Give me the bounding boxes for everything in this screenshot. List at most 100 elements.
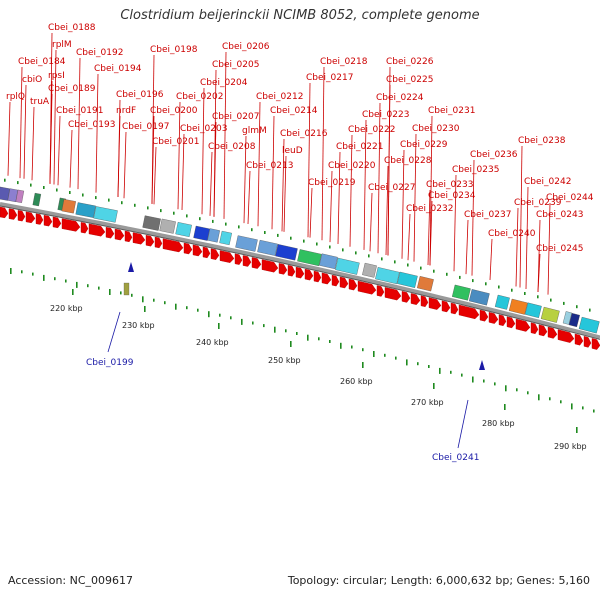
feature-dot [43, 186, 45, 189]
cds-arrow [234, 253, 243, 265]
cds-arrow [348, 278, 358, 291]
inner-tick [10, 268, 12, 274]
kbp-label: 280 kbp [482, 419, 515, 428]
label-connector [153, 146, 157, 205]
cds-arrow [591, 338, 600, 350]
feature-dot [264, 231, 266, 234]
label-connector [77, 57, 81, 190]
inner-tick [362, 348, 364, 352]
genome-title: Clostridium beijerinckii NCIMB 8052, com… [120, 8, 480, 23]
inner-tick [65, 279, 67, 283]
gene-label: Cbei_0191 [56, 106, 103, 116]
label-connector [525, 186, 529, 290]
feature-dot [407, 263, 409, 267]
gene-label: rpsI [48, 71, 65, 81]
cds-arrow [251, 257, 262, 269]
label-connector [329, 170, 333, 243]
cds-arrow [339, 276, 349, 289]
inner-tick [582, 406, 584, 410]
cds-arrow [458, 304, 480, 320]
cds-arrow [8, 208, 18, 220]
feature-dot [511, 288, 513, 292]
inner-tick [241, 318, 243, 325]
gene-label: Cbei_0214 [270, 106, 318, 116]
feature-box [159, 218, 176, 234]
feature-dot [498, 285, 500, 289]
cds-arrow [488, 312, 499, 324]
gene-label: Cbei_0198 [150, 45, 198, 55]
feature-box [578, 316, 600, 334]
gene-label: Cbei_0217 [306, 73, 353, 83]
feature-dot [134, 203, 136, 207]
kbp-label: 250 kbp [268, 356, 301, 365]
feature-dot [459, 275, 461, 279]
label-connector [49, 93, 53, 184]
gene-label: Cbei_0221 [336, 142, 383, 152]
inner-tick [527, 391, 529, 395]
inner-tick [142, 296, 144, 303]
topology-text: Topology: circular; Length: 6,000,632 bp… [287, 574, 590, 587]
inner-tick [373, 351, 375, 357]
feature-dot [329, 245, 331, 249]
label-connector [465, 219, 469, 275]
gene-label: Cbei_0218 [320, 57, 368, 67]
kbp-label: 240 kbp [196, 338, 229, 347]
label-connector [363, 119, 367, 250]
label-connector [337, 151, 341, 245]
feature-dot [199, 217, 201, 221]
feature-box [375, 267, 400, 285]
inner-tick [296, 332, 298, 335]
cds-arrow [506, 316, 516, 329]
inner-tick [21, 270, 23, 274]
highlight-connector [457, 399, 469, 449]
gene-label: Cbei_0235 [452, 165, 499, 175]
inner-tick [428, 365, 430, 368]
feature-box [235, 235, 258, 252]
label-connector [407, 213, 411, 261]
label-connector [31, 106, 35, 181]
gene-label: Cbei_0196 [116, 90, 164, 100]
label-connector [243, 135, 247, 224]
cds-arrow [384, 287, 402, 301]
cds-arrow [331, 274, 340, 287]
label-connector [515, 207, 519, 287]
inner-tick [263, 324, 265, 328]
feature-dot [277, 233, 279, 237]
gene-label: Cbei_0202 [176, 92, 223, 102]
gene-label: Cbei_0222 [348, 125, 395, 135]
cds-arrow [401, 291, 411, 303]
feature-dot [420, 266, 422, 270]
gene-label: leuD [282, 146, 303, 156]
inner-tick [54, 277, 56, 281]
feature-box [257, 239, 278, 256]
label-connector [123, 131, 127, 199]
feature-box [93, 206, 118, 223]
gene-label: Cbei_0220 [328, 161, 376, 171]
feature-box [417, 276, 434, 292]
cds-arrow [557, 329, 575, 343]
inner-tick [538, 394, 540, 401]
gene-label: Cbei_0207 [212, 112, 259, 122]
label-connector [309, 187, 313, 238]
feature-box-track [0, 186, 600, 334]
cds-arrow [410, 293, 421, 305]
cds-arrow [0, 206, 9, 219]
label-connector [23, 84, 27, 179]
label-connector [213, 121, 217, 217]
gene-label: Cbei_0238 [518, 136, 566, 146]
gene-label: Cbei_0232 [406, 204, 453, 214]
feature-box [562, 311, 572, 325]
label-connector [429, 200, 433, 266]
backbone-line [0, 202, 600, 340]
highlighted-genes: Cbei_0199 Cbei_0241 [86, 262, 485, 463]
feature-dot [290, 236, 292, 240]
gene-label: Cbei_0224 [376, 93, 424, 103]
kbp-tick [72, 289, 74, 295]
inner-tick [439, 367, 441, 374]
cds-arrow [61, 218, 81, 232]
inner-tick [340, 342, 342, 349]
cds-arrow [25, 211, 36, 224]
label-connector [151, 115, 155, 204]
cds-arrow [278, 263, 288, 275]
feature-box [568, 313, 580, 328]
